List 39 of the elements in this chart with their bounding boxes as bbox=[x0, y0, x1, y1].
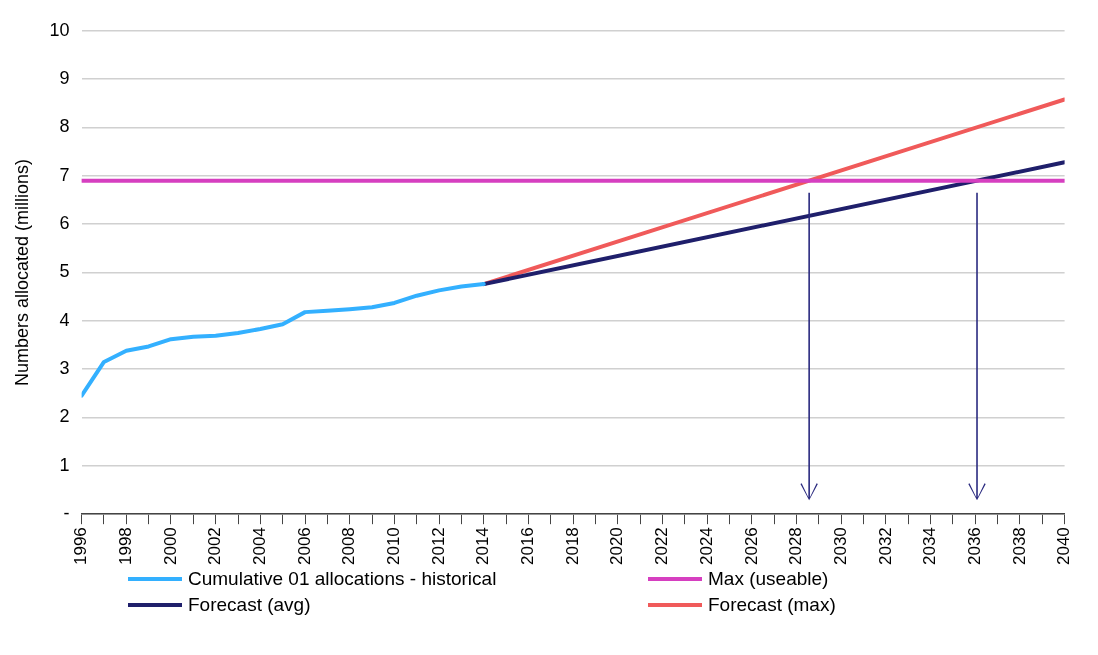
x-tick-label: 2024 bbox=[696, 527, 716, 566]
x-tick-label: 2034 bbox=[920, 527, 940, 566]
y-tick-label: 3 bbox=[59, 358, 70, 379]
legend-label: Forecast (avg) bbox=[188, 594, 311, 616]
x-tick-label: 2038 bbox=[1009, 527, 1029, 566]
x-tick-label: 2016 bbox=[518, 527, 538, 566]
x-tick-label: 2036 bbox=[964, 527, 984, 566]
x-tick-label: 2026 bbox=[741, 527, 761, 566]
x-tick-label: 2008 bbox=[339, 527, 359, 566]
x-tick-label: 2018 bbox=[562, 527, 582, 566]
y-tick-label: 6 bbox=[59, 213, 70, 234]
legend-label: Forecast (max) bbox=[708, 594, 836, 616]
y-tick-label: 9 bbox=[59, 68, 70, 89]
y-tick-label: 5 bbox=[59, 261, 70, 282]
y-tick-label: 1 bbox=[59, 454, 70, 475]
y-tick-label: 7 bbox=[59, 164, 70, 185]
x-tick-label: 2010 bbox=[384, 527, 404, 566]
x-tick-label: 1996 bbox=[71, 527, 91, 566]
x-tick-label: 2012 bbox=[428, 527, 448, 566]
x-tick-label: 2020 bbox=[607, 527, 627, 566]
x-tick-label: 2000 bbox=[160, 527, 180, 566]
x-tick-label: 2040 bbox=[1054, 527, 1074, 566]
legend-label: Max (useable) bbox=[708, 568, 829, 590]
x-tick-label: 2014 bbox=[473, 527, 493, 566]
y-tick-label: 4 bbox=[59, 309, 70, 330]
x-tick-label: 2004 bbox=[250, 527, 270, 566]
y-tick-label: 8 bbox=[59, 116, 70, 137]
x-tick-label: 2032 bbox=[875, 527, 895, 566]
x-tick-label: 1998 bbox=[115, 527, 135, 566]
x-tick-label: 2030 bbox=[830, 527, 850, 566]
x-tick-label: 2022 bbox=[652, 527, 672, 566]
x-tick-label: 2028 bbox=[786, 527, 806, 566]
legend-label: Cumulative 01 allocations - historical bbox=[188, 568, 497, 590]
y-tick-label: - bbox=[63, 503, 70, 524]
y-tick-label: 10 bbox=[49, 19, 70, 40]
x-tick-label: 2002 bbox=[205, 527, 225, 566]
y-axis-title: Numbers allocated (millions) bbox=[11, 158, 32, 387]
x-tick-label: 2006 bbox=[294, 527, 314, 566]
y-tick-label: 2 bbox=[59, 406, 70, 427]
